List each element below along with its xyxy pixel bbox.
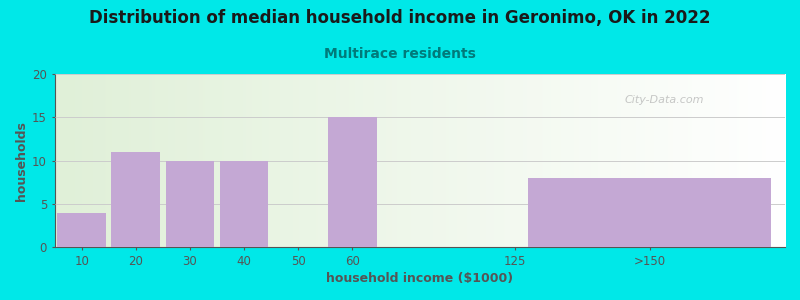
Bar	[528, 178, 771, 247]
Text: Distribution of median household income in Geronimo, OK in 2022: Distribution of median household income …	[90, 9, 710, 27]
Bar	[111, 152, 160, 247]
X-axis label: household income ($1000): household income ($1000)	[326, 272, 514, 285]
Y-axis label: households: households	[15, 121, 28, 200]
Bar	[328, 117, 377, 247]
Bar	[220, 160, 268, 247]
Bar	[58, 213, 106, 247]
Text: Multirace residents: Multirace residents	[324, 46, 476, 61]
Text: City-Data.com: City-Data.com	[624, 95, 704, 105]
Bar	[166, 160, 214, 247]
